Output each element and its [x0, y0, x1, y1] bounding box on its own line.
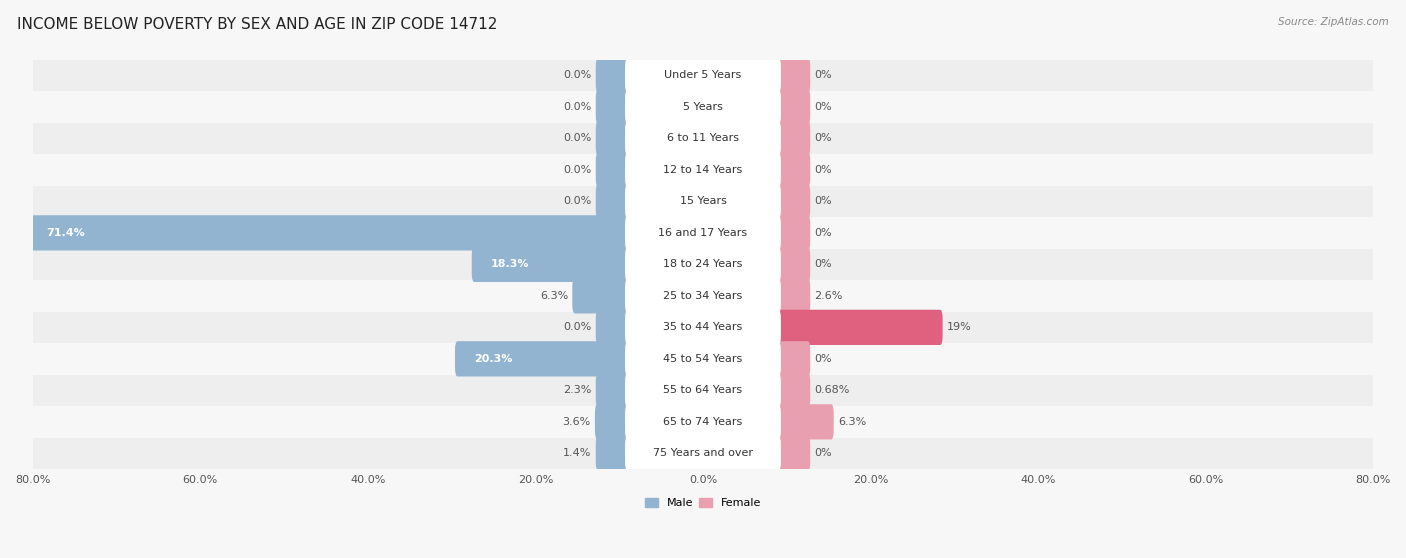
FancyBboxPatch shape: [456, 341, 630, 377]
FancyBboxPatch shape: [596, 436, 630, 471]
Text: 6.3%: 6.3%: [540, 291, 568, 301]
Text: 0%: 0%: [814, 228, 832, 238]
FancyBboxPatch shape: [776, 121, 810, 156]
Text: 25 to 34 Years: 25 to 34 Years: [664, 291, 742, 301]
Text: 0%: 0%: [814, 70, 832, 80]
FancyBboxPatch shape: [776, 57, 810, 93]
Text: 0%: 0%: [814, 259, 832, 270]
FancyBboxPatch shape: [776, 341, 810, 377]
Bar: [32, 311, 1374, 343]
FancyBboxPatch shape: [596, 89, 630, 124]
FancyBboxPatch shape: [626, 57, 780, 93]
Text: 19%: 19%: [946, 323, 972, 333]
FancyBboxPatch shape: [626, 121, 780, 156]
Text: 0.68%: 0.68%: [814, 386, 849, 396]
FancyBboxPatch shape: [596, 57, 630, 93]
FancyBboxPatch shape: [626, 184, 780, 219]
Text: 71.4%: 71.4%: [46, 228, 84, 238]
Bar: [32, 154, 1374, 186]
Text: Under 5 Years: Under 5 Years: [665, 70, 741, 80]
Text: 6.3%: 6.3%: [838, 417, 866, 427]
Text: 0.0%: 0.0%: [564, 323, 592, 333]
Text: 0%: 0%: [814, 165, 832, 175]
Bar: [32, 60, 1374, 91]
Text: 3.6%: 3.6%: [562, 417, 591, 427]
Text: 18 to 24 Years: 18 to 24 Years: [664, 259, 742, 270]
FancyBboxPatch shape: [776, 184, 810, 219]
Text: 0%: 0%: [814, 102, 832, 112]
Text: 0%: 0%: [814, 448, 832, 458]
FancyBboxPatch shape: [626, 152, 780, 187]
FancyBboxPatch shape: [626, 89, 780, 124]
Text: 2.6%: 2.6%: [814, 291, 842, 301]
Text: 0%: 0%: [814, 196, 832, 206]
Bar: [32, 343, 1374, 374]
Bar: [32, 437, 1374, 469]
FancyBboxPatch shape: [626, 215, 780, 251]
Text: 55 to 64 Years: 55 to 64 Years: [664, 386, 742, 396]
FancyBboxPatch shape: [596, 121, 630, 156]
Text: 0.0%: 0.0%: [564, 70, 592, 80]
FancyBboxPatch shape: [626, 310, 780, 345]
FancyBboxPatch shape: [776, 310, 942, 345]
Bar: [32, 217, 1374, 249]
Text: 0.0%: 0.0%: [564, 165, 592, 175]
Bar: [32, 406, 1374, 437]
FancyBboxPatch shape: [776, 278, 810, 314]
Text: 0%: 0%: [814, 133, 832, 143]
FancyBboxPatch shape: [626, 341, 780, 377]
Text: 16 and 17 Years: 16 and 17 Years: [658, 228, 748, 238]
Bar: [32, 91, 1374, 123]
FancyBboxPatch shape: [626, 247, 780, 282]
Text: 0%: 0%: [814, 354, 832, 364]
Text: 35 to 44 Years: 35 to 44 Years: [664, 323, 742, 333]
FancyBboxPatch shape: [572, 278, 630, 314]
FancyBboxPatch shape: [595, 404, 630, 440]
Legend: Male, Female: Male, Female: [640, 494, 766, 513]
FancyBboxPatch shape: [472, 247, 630, 282]
Text: INCOME BELOW POVERTY BY SEX AND AGE IN ZIP CODE 14712: INCOME BELOW POVERTY BY SEX AND AGE IN Z…: [17, 17, 498, 32]
FancyBboxPatch shape: [626, 404, 780, 440]
Text: 6 to 11 Years: 6 to 11 Years: [666, 133, 740, 143]
Bar: [32, 374, 1374, 406]
FancyBboxPatch shape: [596, 373, 630, 408]
Text: 75 Years and over: 75 Years and over: [652, 448, 754, 458]
FancyBboxPatch shape: [776, 436, 810, 471]
FancyBboxPatch shape: [626, 278, 780, 314]
FancyBboxPatch shape: [776, 89, 810, 124]
FancyBboxPatch shape: [626, 436, 780, 471]
Text: Source: ZipAtlas.com: Source: ZipAtlas.com: [1278, 17, 1389, 27]
Bar: [32, 280, 1374, 311]
Text: 1.4%: 1.4%: [564, 448, 592, 458]
Text: 2.3%: 2.3%: [564, 386, 592, 396]
Text: 0.0%: 0.0%: [564, 196, 592, 206]
FancyBboxPatch shape: [27, 215, 630, 251]
FancyBboxPatch shape: [626, 373, 780, 408]
FancyBboxPatch shape: [596, 184, 630, 219]
Bar: [32, 186, 1374, 217]
Text: 20.3%: 20.3%: [474, 354, 513, 364]
FancyBboxPatch shape: [776, 152, 810, 187]
FancyBboxPatch shape: [776, 404, 834, 440]
Text: 5 Years: 5 Years: [683, 102, 723, 112]
Bar: [32, 123, 1374, 154]
Text: 65 to 74 Years: 65 to 74 Years: [664, 417, 742, 427]
FancyBboxPatch shape: [776, 373, 810, 408]
FancyBboxPatch shape: [596, 152, 630, 187]
FancyBboxPatch shape: [776, 215, 810, 251]
Text: 15 Years: 15 Years: [679, 196, 727, 206]
Text: 0.0%: 0.0%: [564, 133, 592, 143]
FancyBboxPatch shape: [596, 310, 630, 345]
FancyBboxPatch shape: [776, 247, 810, 282]
Bar: [32, 249, 1374, 280]
Text: 18.3%: 18.3%: [491, 259, 530, 270]
Text: 0.0%: 0.0%: [564, 102, 592, 112]
Text: 12 to 14 Years: 12 to 14 Years: [664, 165, 742, 175]
Text: 45 to 54 Years: 45 to 54 Years: [664, 354, 742, 364]
